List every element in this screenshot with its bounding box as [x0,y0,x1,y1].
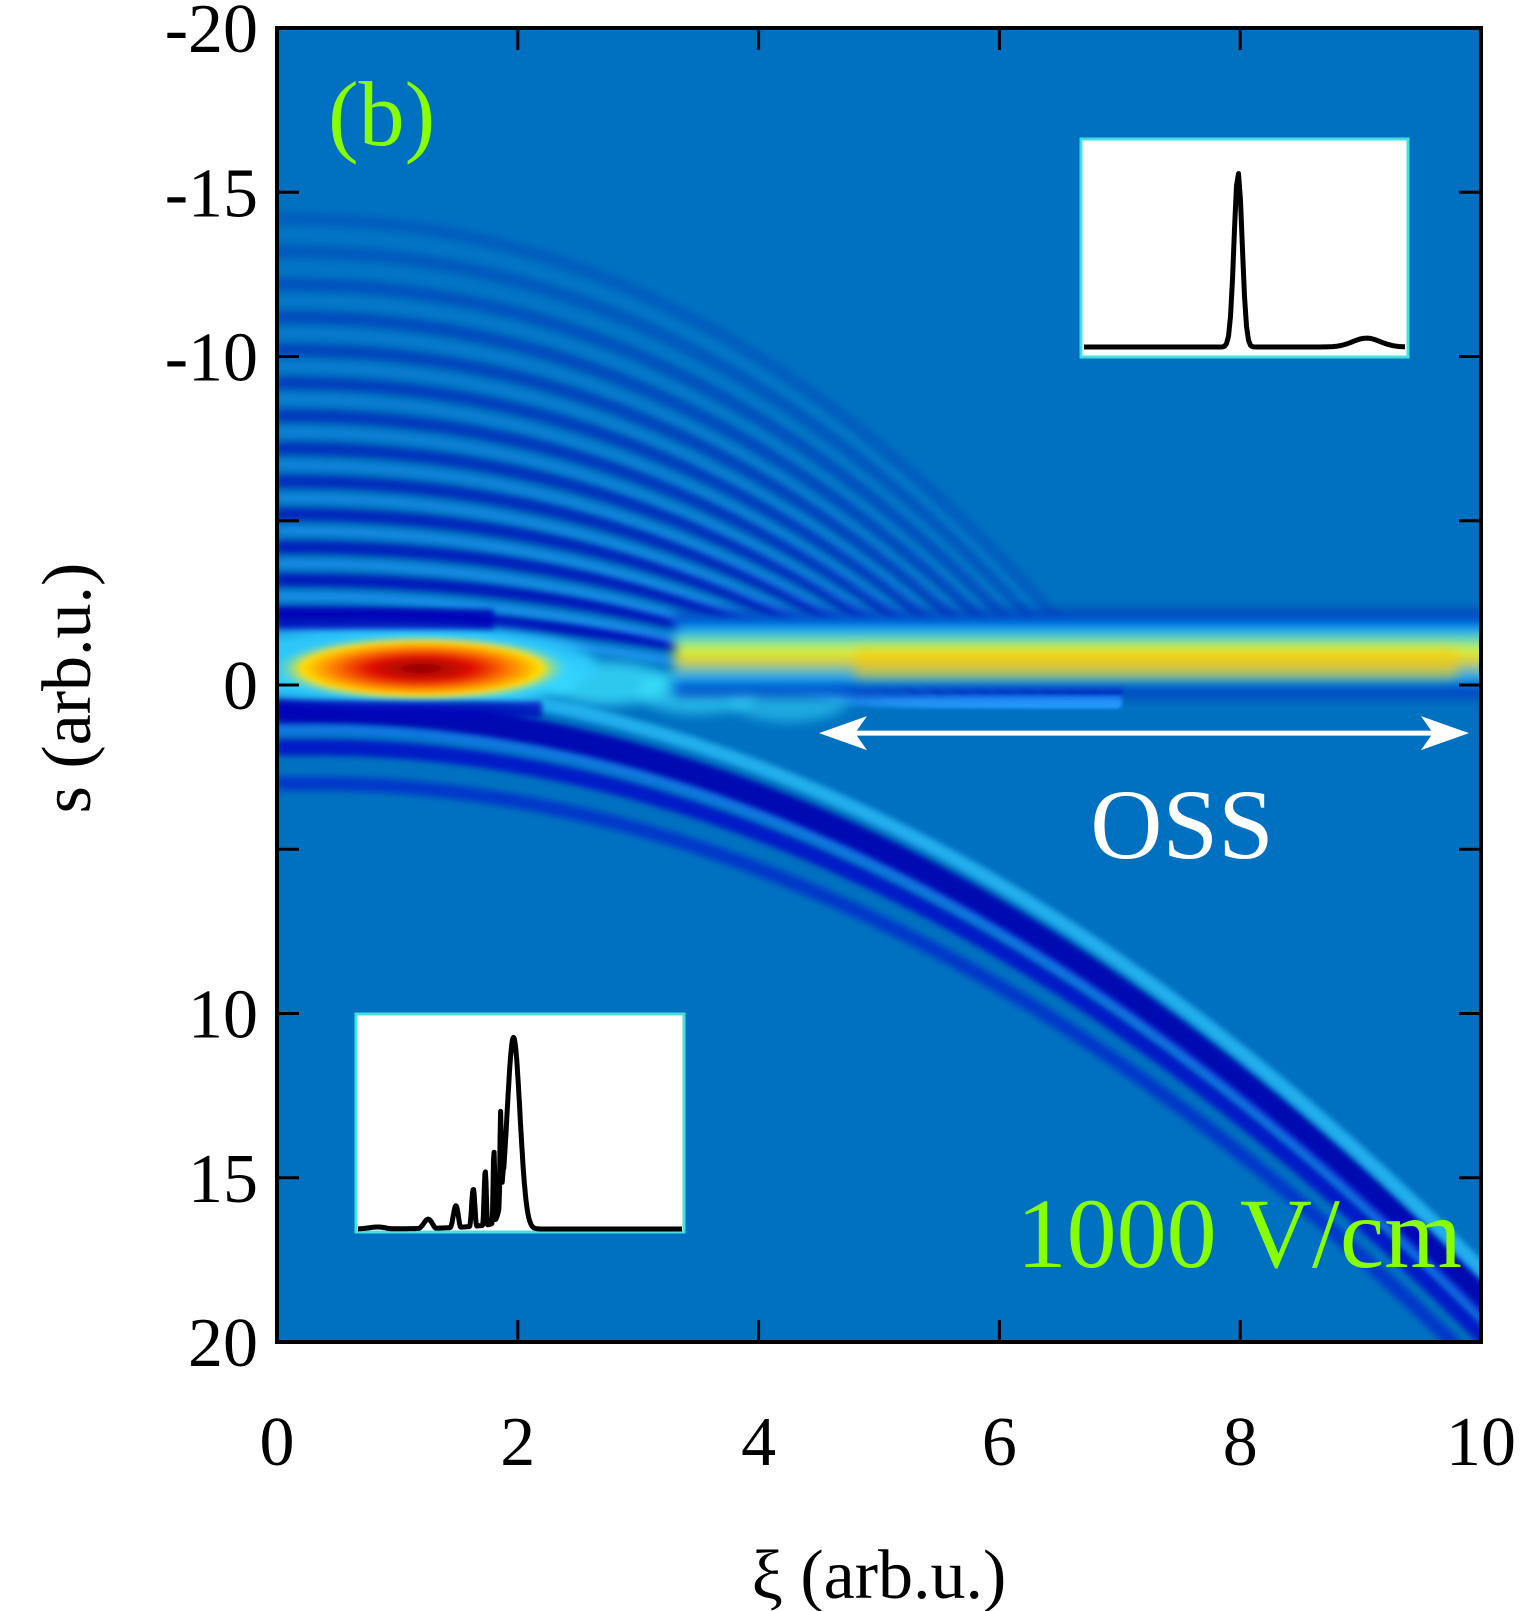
inset-bottom-left-curve [356,1034,684,1232]
diverging-beam-dark [277,698,1481,1318]
fringe-light [277,427,1120,706]
oss-arrow-head-left [819,716,867,751]
inset-top-right [1079,137,1410,359]
x-axis-ticks: 0 2 4 6 8 10 [260,28,1516,1481]
oss-arrow-head-right [1420,716,1469,751]
panel-label: (b) [328,63,435,165]
fringe-light [277,263,1120,706]
oss-range-arrow [819,716,1469,751]
x-tick-label: 10 [1446,1404,1516,1481]
x-tick-label: 2 [500,1404,535,1481]
fringe-light [277,230,1122,706]
x-axis-title: ξ (arb.u.) [752,1537,1007,1611]
y-tick-label: 10 [188,977,258,1054]
y-tick-label: 15 [188,1141,258,1218]
y-tick-label: -15 [165,155,258,232]
x-tick-label: 6 [982,1404,1017,1481]
fringe-dark [277,278,1120,691]
inset-bottom-left [354,1012,686,1234]
diverging-beam-dark-3 [277,776,1463,1342]
y-tick-label: 20 [188,1305,258,1382]
y-axis-title: s (arb.u.) [29,563,106,814]
heatmap-features [277,212,1481,1342]
diverging-beam-light-2 [277,724,1481,1324]
fringe-light [277,296,1120,706]
y-tick-label: 0 [223,648,258,725]
x-tick-label: 0 [260,1404,295,1481]
diverging-beam-dark-2 [277,739,1481,1342]
fringe-dark [277,245,1120,691]
y-tick-label: -10 [165,320,258,397]
inset-top-right-curve [1083,171,1406,350]
field-strength-label: 1000 V/cm [1017,1178,1462,1289]
soliton-upper-edge [277,609,494,630]
y-axis-ticks: -20 -15 -10 0 10 15 20 [165,0,1481,1382]
x-tick-label: 4 [741,1404,776,1481]
fringe-dark [277,212,1123,691]
stationary-band-core [854,648,1457,679]
y-tick-label: -20 [165,0,258,68]
oss-label: OSS [1090,769,1273,880]
main-soliton-core [277,634,572,703]
soliton-lower-edge [277,701,542,718]
x-tick-label: 8 [1223,1404,1258,1481]
